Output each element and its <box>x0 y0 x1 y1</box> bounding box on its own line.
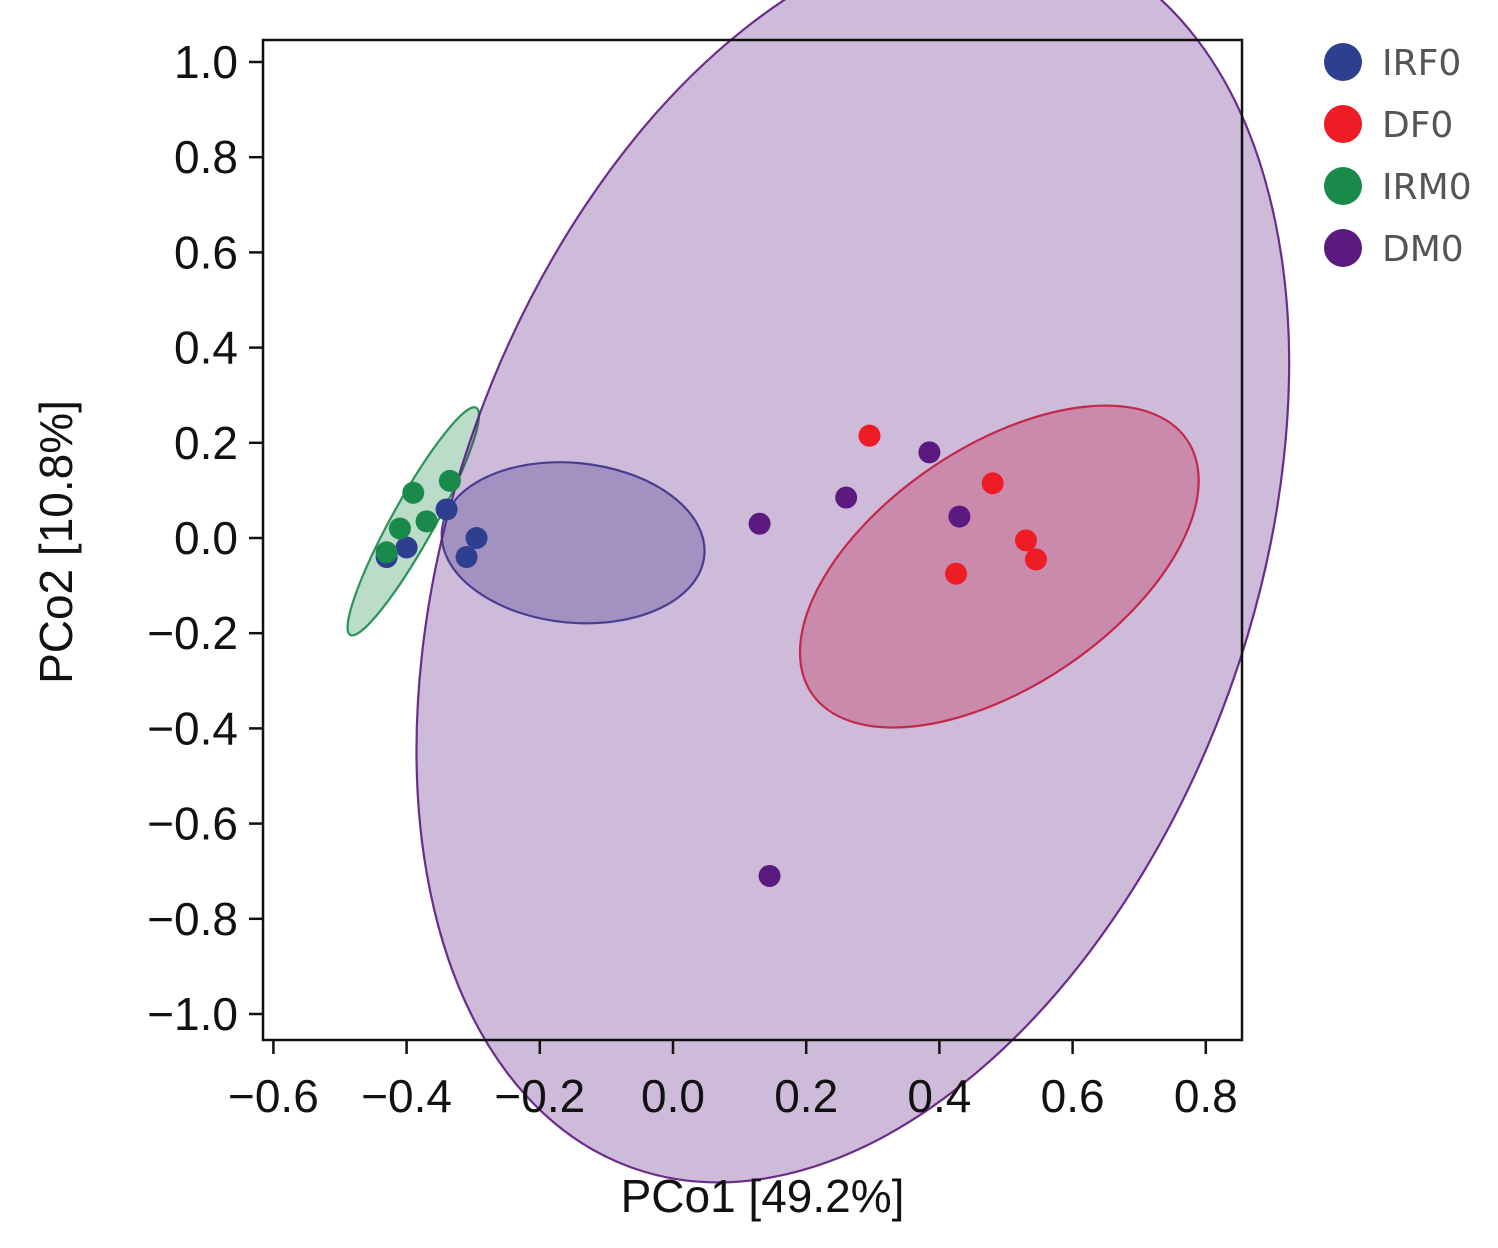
point-irf0-2 <box>395 536 418 559</box>
x-tick-label: 0.6 <box>1041 1070 1105 1122</box>
point-irm0-3 <box>402 481 425 504</box>
point-df0-1 <box>858 424 881 447</box>
y-tick-label: 0.0 <box>174 512 238 564</box>
x-axis-title: PCo1 [49.2%] <box>621 1170 905 1222</box>
point-irf0-4 <box>455 546 478 569</box>
legend-marker-irf0 <box>1324 43 1362 81</box>
legend: IRF0 DF0 IRM0 DM0 <box>1324 43 1472 270</box>
ellipse-layer <box>346 0 1291 1184</box>
point-irm0-5 <box>438 469 461 492</box>
y-tick-label: −0.8 <box>147 893 238 945</box>
point-dm0-4 <box>948 505 971 528</box>
point-df0-5 <box>945 562 968 585</box>
x-tick-label: −0.2 <box>494 1070 585 1122</box>
y-tick-label: 1.0 <box>174 36 238 88</box>
x-tick-label: 0.8 <box>1174 1070 1238 1122</box>
x-tick-label: −0.6 <box>228 1070 319 1122</box>
x-tick-label: −0.4 <box>361 1070 452 1122</box>
x-tick-label: 0.4 <box>907 1070 971 1122</box>
legend-marker-df0 <box>1324 105 1362 143</box>
point-df0-4 <box>1024 548 1047 571</box>
ellipse-irm0 <box>346 406 481 637</box>
point-irm0-2 <box>388 517 411 540</box>
y-tick-label: 0.2 <box>174 417 238 469</box>
y-tick-label: 0.8 <box>174 131 238 183</box>
y-tick-label: −0.2 <box>147 607 238 659</box>
point-dm0-1 <box>748 512 771 535</box>
legend-marker-irm0 <box>1324 167 1362 205</box>
ellipse-df0 <box>798 404 1200 729</box>
ellipse-irf0 <box>440 461 706 625</box>
legend-marker-dm0 <box>1324 229 1362 267</box>
axis-layer: −0.6 −0.4 −0.2 0.0 0.2 0.4 0.6 0.8 1.0 0.8 0.6 0.4 0… <box>147 36 1238 1122</box>
legend-label-irm0: IRM0 <box>1382 167 1472 208</box>
legend-label-df0: DF0 <box>1382 105 1453 146</box>
point-layer <box>375 424 1047 887</box>
point-irm0-1 <box>375 541 398 564</box>
y-tick-label: −1.0 <box>147 988 238 1040</box>
y-tick-label: 0.4 <box>174 322 238 374</box>
point-dm0-3 <box>918 441 941 464</box>
point-irf0-5 <box>465 527 488 549</box>
legend-label-dm0: DM0 <box>1382 229 1464 270</box>
y-tick-label: −0.4 <box>147 702 238 754</box>
point-df0-2 <box>981 472 1004 495</box>
x-tick-label: 0.0 <box>641 1070 705 1122</box>
point-irm0-4 <box>415 510 438 533</box>
ellipse-dm0 <box>415 0 1291 1184</box>
x-tick-label: 0.2 <box>774 1070 838 1122</box>
legend-label-irf0: IRF0 <box>1382 43 1461 84</box>
point-dm0-2 <box>835 486 858 509</box>
plot-frame <box>261 38 1244 1042</box>
y-tick-label: 0.6 <box>174 226 238 278</box>
point-dm0-5 <box>758 864 781 887</box>
y-axis-title: PCo2 [10.8%] <box>30 400 82 684</box>
y-tick-label: −0.6 <box>147 798 238 850</box>
point-irf0-3 <box>435 498 458 521</box>
point-df0-3 <box>1014 529 1037 552</box>
